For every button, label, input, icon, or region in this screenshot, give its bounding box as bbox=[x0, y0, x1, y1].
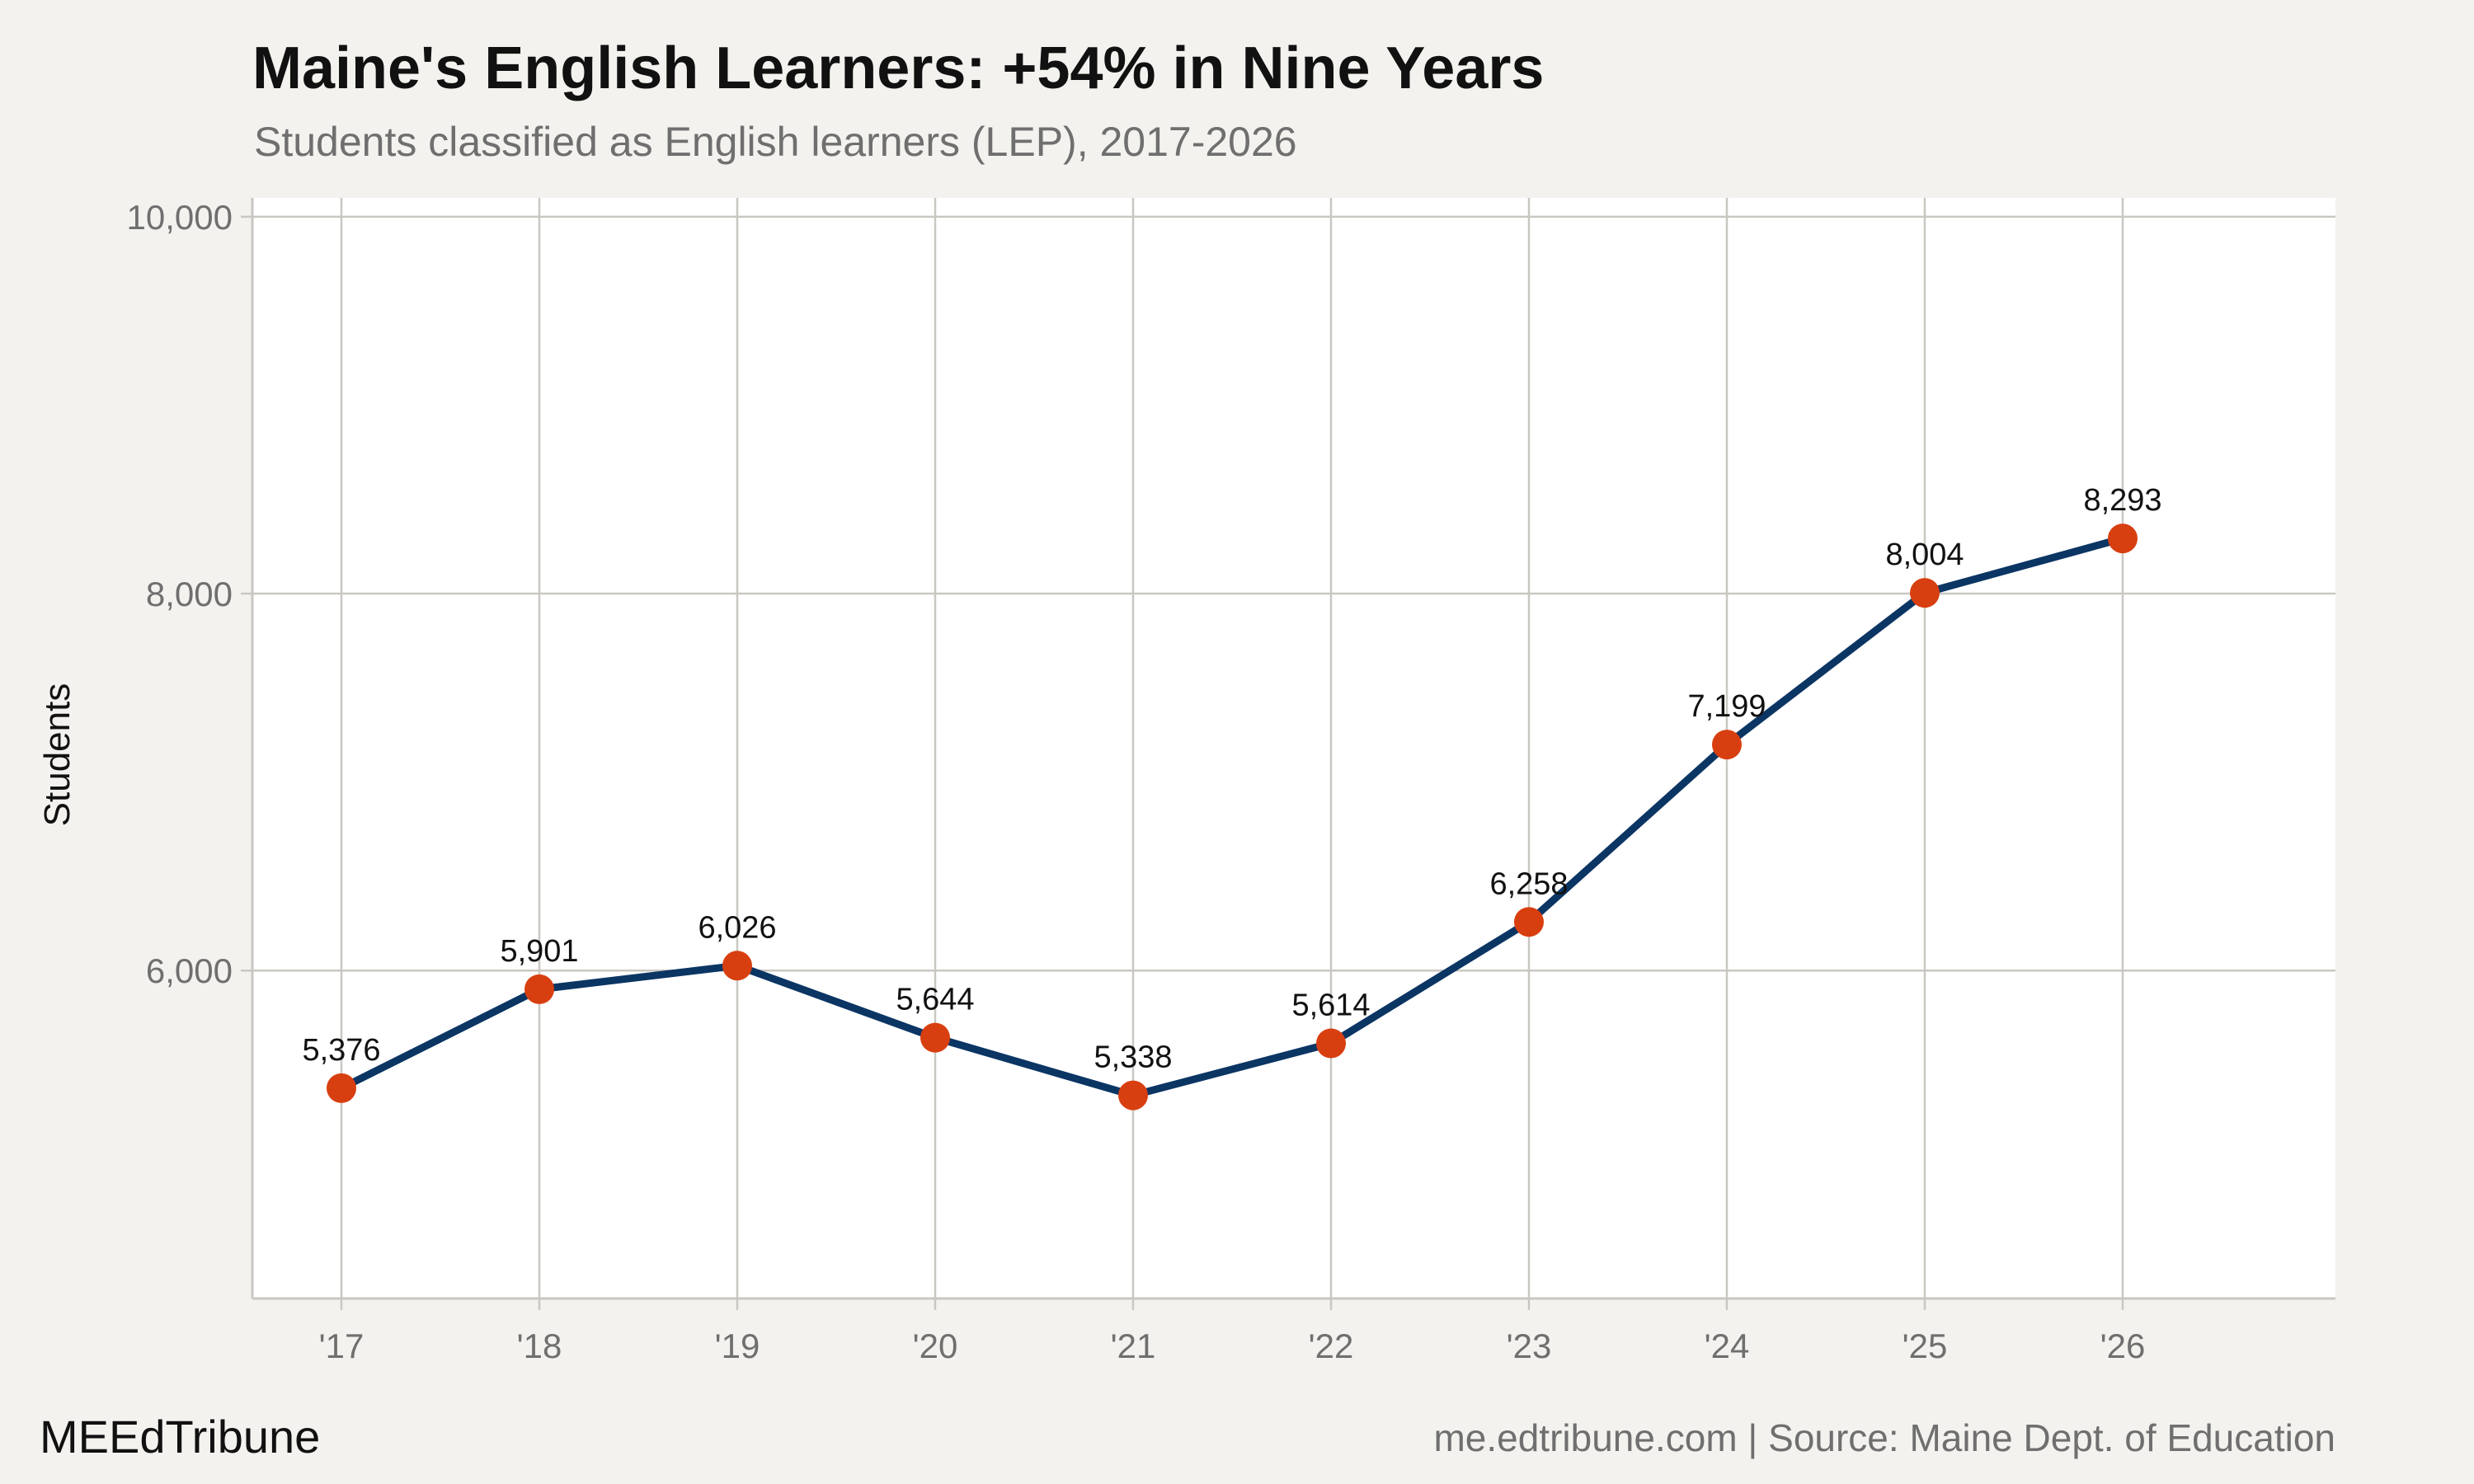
x-tick-label: '23 bbox=[1507, 1327, 1552, 1365]
data-label: 5,644 bbox=[896, 983, 974, 1017]
data-point bbox=[920, 1022, 950, 1053]
data-point bbox=[722, 951, 752, 981]
chart-subtitle: Students classified as English learners … bbox=[254, 119, 1297, 165]
data-label: 8,004 bbox=[1885, 538, 1964, 572]
data-label: 6,258 bbox=[1489, 866, 1568, 901]
x-tick-label: '25 bbox=[1903, 1327, 1948, 1365]
data-point bbox=[1910, 578, 1940, 608]
x-tick-label: '22 bbox=[1309, 1327, 1354, 1365]
data-label: 5,376 bbox=[302, 1033, 380, 1068]
data-point bbox=[1514, 907, 1544, 937]
data-label: 8,293 bbox=[2083, 483, 2161, 518]
data-label: 7,199 bbox=[1687, 689, 1766, 724]
brand-logo-text: MEEdTribune bbox=[40, 1411, 321, 1463]
data-point bbox=[524, 974, 554, 1004]
x-tick-label: '26 bbox=[2100, 1327, 2146, 1365]
data-label: 5,338 bbox=[1094, 1040, 1172, 1075]
y-tick-label: 8,000 bbox=[146, 575, 233, 613]
source-note: me.edtribune.com | Source: Maine Dept. o… bbox=[1433, 1416, 2335, 1459]
x-tick-label: '21 bbox=[1111, 1327, 1156, 1365]
x-tick-label: '17 bbox=[319, 1327, 365, 1365]
data-label: 5,614 bbox=[1291, 988, 1370, 1022]
x-tick-label: '20 bbox=[913, 1327, 958, 1365]
data-label: 5,901 bbox=[500, 934, 578, 969]
data-point bbox=[1712, 730, 1742, 760]
x-tick-label: '24 bbox=[1705, 1327, 1750, 1365]
x-tick-label: '18 bbox=[517, 1327, 562, 1365]
data-point bbox=[327, 1073, 356, 1103]
x-tick-label: '19 bbox=[715, 1327, 760, 1365]
y-tick-label: 6,000 bbox=[146, 951, 233, 990]
y-axis-title: Students bbox=[37, 683, 78, 827]
y-tick-label: 10,000 bbox=[127, 198, 233, 237]
data-point bbox=[2108, 524, 2138, 554]
chart-title: Maine's English Learners: +54% in Nine Y… bbox=[252, 35, 1545, 101]
series-line bbox=[337, 534, 2127, 1100]
data-point bbox=[1316, 1028, 1346, 1059]
data-label: 6,026 bbox=[698, 910, 776, 945]
data-point bbox=[1118, 1080, 1148, 1111]
plot-area bbox=[252, 198, 2335, 1298]
